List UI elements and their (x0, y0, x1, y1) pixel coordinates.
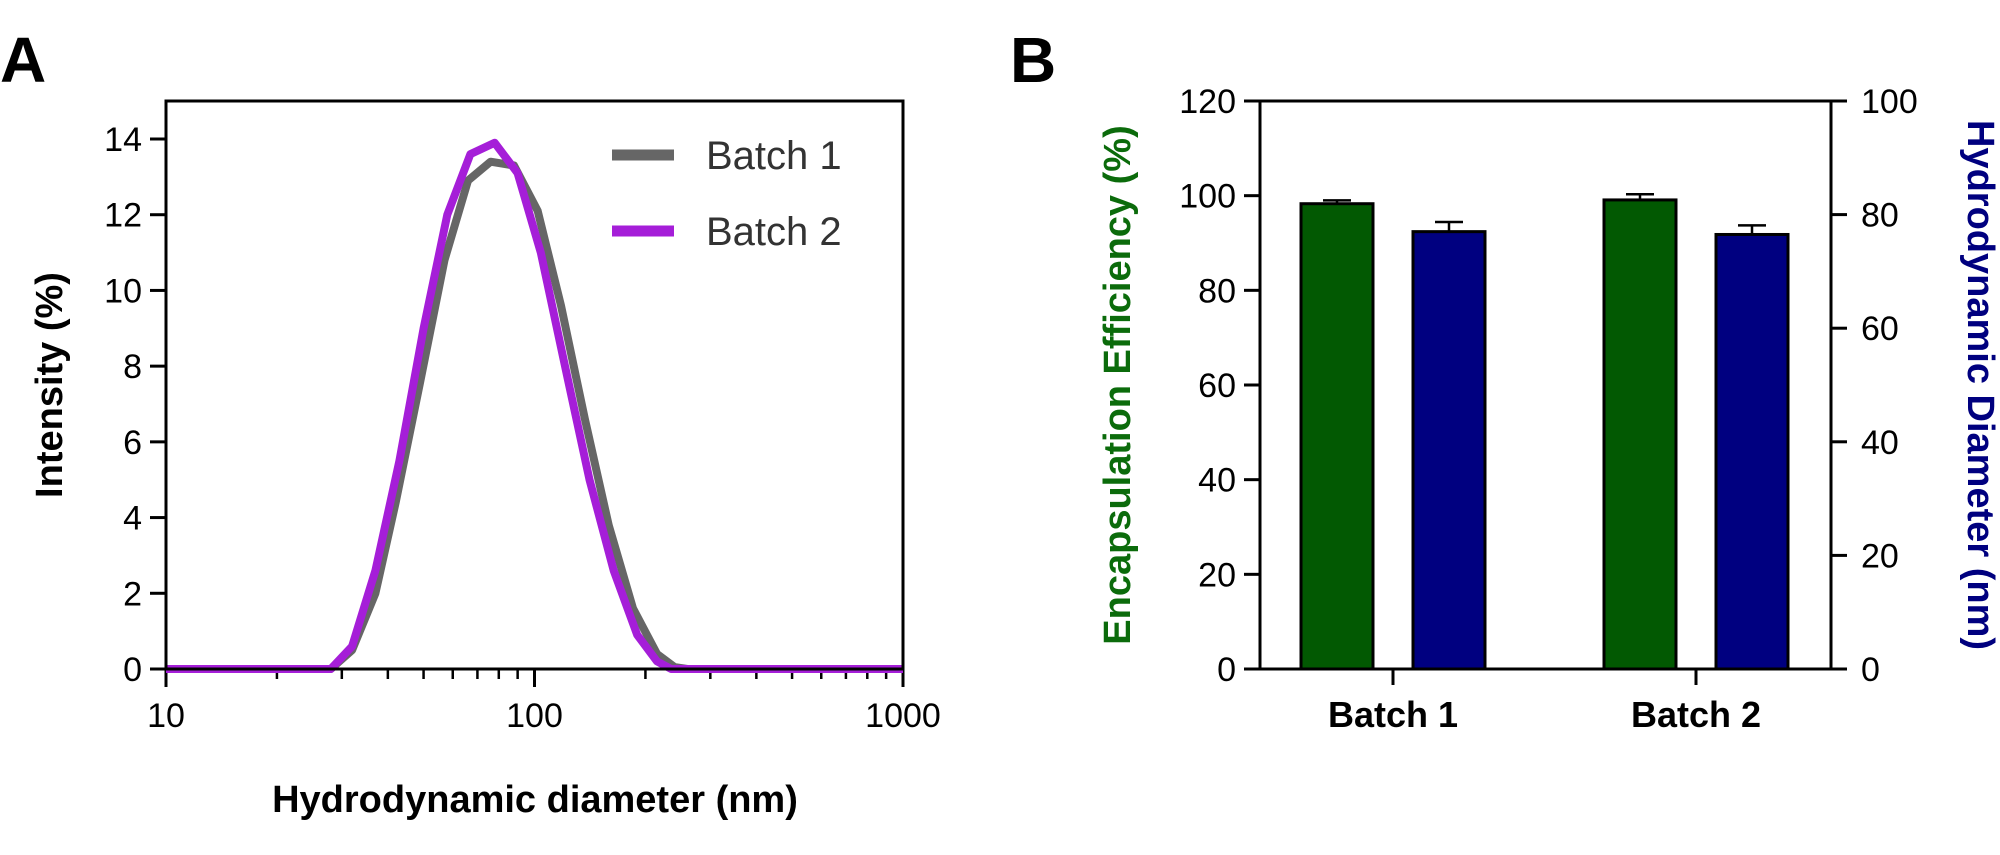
panel-a-y-tick-label: 12 (104, 197, 142, 235)
panel-a-x-tick-label: 1000 (865, 697, 941, 735)
bar-encapsulation-efficiency-batch-2 (1602, 198, 1678, 671)
panel-b-right-tick-label: 80 (1861, 197, 1899, 235)
panel-b-x-axis: Batch 1 Batch 2 (1328, 669, 1761, 735)
panel-a-y-tick-label: 14 (104, 121, 142, 159)
bar-encapsulation-efficiency-batch-1 (1299, 202, 1375, 671)
panel-b-left-tick-label: 100 (1179, 178, 1236, 216)
panel-b-right-tick-label: 20 (1861, 537, 1899, 575)
panel-a-y-tick-label: 0 (123, 651, 142, 689)
panel-b-label: B (1010, 24, 1056, 96)
panel-a-x-axis: 10 100 1000 (147, 669, 941, 735)
bar-hydrodynamic-diameter-batch-2 (1714, 232, 1790, 671)
series-line-batch-2 (166, 138, 903, 673)
panel-a-x-tick-label: 100 (506, 697, 563, 735)
panel-a-x-axis-title: Hydrodynamic diameter (nm) (272, 779, 798, 821)
panel-b-left-tick-label: 60 (1198, 367, 1236, 405)
panel-b-bars (1258, 99, 1833, 671)
panel-a-y-tick-label: 4 (123, 500, 142, 538)
panel-a-series (166, 138, 903, 673)
panel-b-left-tick-label: 120 (1179, 83, 1236, 121)
panel-a-y-tick-label: 6 (123, 424, 142, 462)
category-label-batch-1: Batch 1 (1328, 694, 1458, 735)
panel-b-right-y-axis-title: Hydrodynamic Diameter (nm) (1959, 120, 2000, 650)
panel-a-y-axis-title: Intensity (%) (29, 272, 71, 498)
legend-label-batch-1: Batch 1 (706, 134, 842, 178)
panel-a-y-tick-label: 10 (104, 272, 142, 310)
panel-b-right-y-axis: 0 20 40 60 80 100 (1831, 83, 1918, 689)
panel-a-y-axis: 0 2 4 6 8 10 12 14 (104, 121, 166, 689)
category-label-batch-2: Batch 2 (1631, 694, 1761, 735)
panel-b-left-tick-label: 40 (1198, 462, 1236, 500)
panel-b-right-tick-label: 60 (1861, 310, 1899, 348)
panel-b-right-tick-label: 100 (1861, 83, 1918, 121)
panel-a-y-tick-label: 2 (123, 575, 142, 613)
panel-a-legend: Batch 1 Batch 2 (612, 134, 842, 254)
legend-label-batch-2: Batch 2 (706, 210, 842, 254)
panel-b-left-tick-label: 80 (1198, 272, 1236, 310)
panel-b-left-y-axis: 0 20 40 60 80 100 120 (1179, 83, 1260, 689)
panel-b-left-tick-label: 0 (1217, 651, 1236, 689)
panel-a-plot-frame (164, 99, 905, 671)
panel-a-y-tick-label: 8 (123, 348, 142, 386)
bar-hydrodynamic-diameter-batch-1 (1411, 230, 1487, 671)
panel-b-right-tick-label: 0 (1861, 651, 1880, 689)
panel-a-label: A (0, 24, 46, 96)
panel-a-chart: 0 2 4 6 8 10 12 14 10 100 1000 Batch 1 Batch 2 In… (29, 99, 941, 821)
panel-b-right-tick-label: 40 (1861, 424, 1899, 462)
panel-b-left-y-axis-title: Encapsulation Efficiency (%) (1097, 125, 1139, 644)
panel-a-x-tick-label: 10 (147, 697, 185, 735)
panel-b-left-tick-label: 20 (1198, 556, 1236, 594)
